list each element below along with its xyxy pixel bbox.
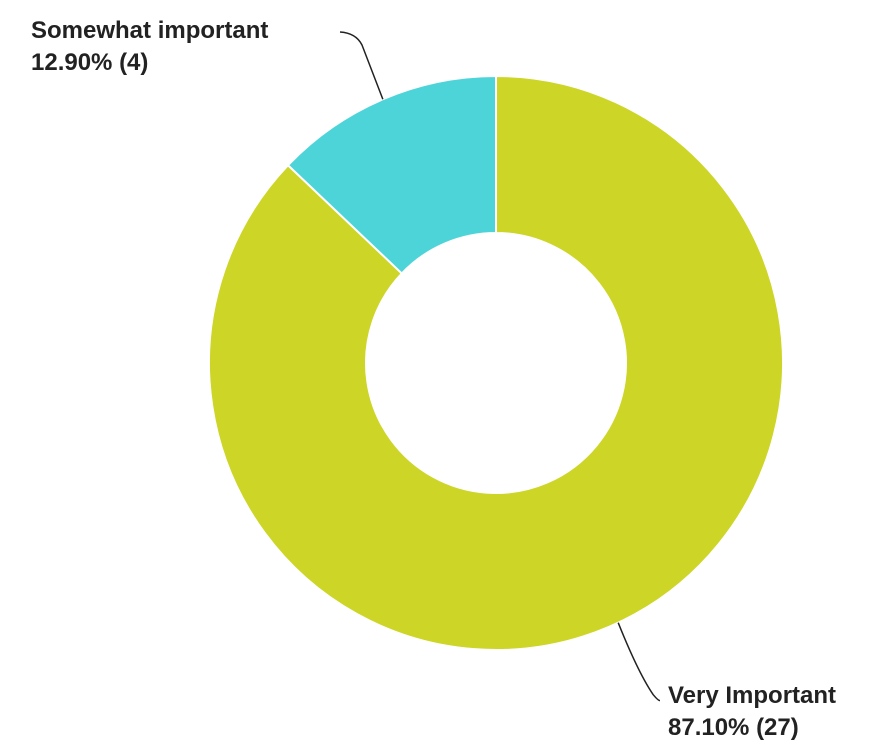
slice-label-very-important: Very Important xyxy=(668,682,836,709)
slice-label-somewhat-important: Somewhat important xyxy=(31,17,268,44)
donut-slices xyxy=(208,74,784,651)
label-group-very-important: Very Important 87.10% (27) xyxy=(668,682,836,741)
leader-line-very-important xyxy=(617,622,661,702)
label-group-somewhat-important: Somewhat important 12.90% (4) xyxy=(31,17,268,76)
leader-lines xyxy=(339,31,661,702)
leader-line-somewhat-important xyxy=(339,31,384,100)
slice-very-important xyxy=(208,74,784,651)
slice-value-very-important: 87.10% (27) xyxy=(668,714,799,741)
slice-value-somewhat-important: 12.90% (4) xyxy=(31,49,148,76)
slice-somewhat-important xyxy=(286,74,497,275)
